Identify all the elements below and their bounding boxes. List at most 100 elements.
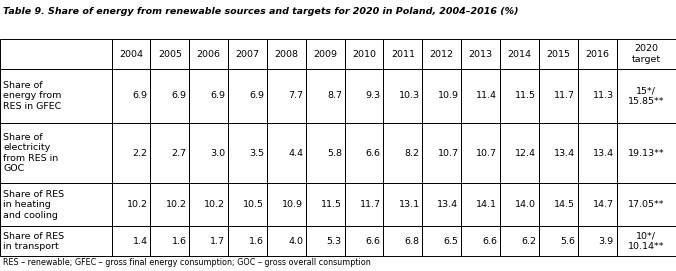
- Text: 12.4: 12.4: [515, 149, 536, 157]
- Bar: [306, 39, 345, 69]
- Text: 3.9: 3.9: [599, 237, 614, 246]
- Text: 2010: 2010: [352, 50, 376, 59]
- Bar: [578, 39, 617, 69]
- Text: 2007: 2007: [235, 50, 260, 59]
- Bar: [306, 227, 345, 256]
- Text: 10.5: 10.5: [243, 201, 264, 209]
- Text: 13.4: 13.4: [593, 149, 614, 157]
- Bar: [345, 39, 383, 69]
- Text: 19.13**: 19.13**: [628, 149, 665, 157]
- Text: Share of RES
in transport: Share of RES in transport: [3, 232, 64, 251]
- Text: 17.05**: 17.05**: [628, 201, 665, 209]
- Bar: [0, 69, 112, 123]
- Text: 2005: 2005: [158, 50, 182, 59]
- Bar: [578, 69, 617, 123]
- Bar: [461, 69, 500, 123]
- Text: 1.6: 1.6: [172, 237, 187, 246]
- Bar: [345, 183, 383, 227]
- Bar: [500, 227, 539, 256]
- Text: 11.7: 11.7: [554, 91, 575, 100]
- Text: 13.4: 13.4: [437, 201, 458, 209]
- Bar: [383, 227, 422, 256]
- Bar: [617, 39, 676, 69]
- Bar: [150, 227, 189, 256]
- Text: 6.8: 6.8: [405, 237, 420, 246]
- Text: 4.4: 4.4: [288, 149, 303, 157]
- Text: 11.5: 11.5: [515, 91, 536, 100]
- Text: 2015: 2015: [546, 50, 571, 59]
- Text: 14.7: 14.7: [593, 201, 614, 209]
- Bar: [189, 39, 228, 69]
- Text: 13.1: 13.1: [398, 201, 420, 209]
- Text: 14.0: 14.0: [515, 201, 536, 209]
- Text: 10.7: 10.7: [437, 149, 458, 157]
- Bar: [228, 123, 267, 183]
- Bar: [0, 123, 112, 183]
- Bar: [539, 123, 578, 183]
- Bar: [267, 123, 306, 183]
- Text: Share of
energy from
RES in GFEC: Share of energy from RES in GFEC: [3, 81, 62, 111]
- Bar: [0, 227, 112, 256]
- Text: 6.6: 6.6: [366, 149, 381, 157]
- Text: 6.6: 6.6: [366, 237, 381, 246]
- Text: 13.4: 13.4: [554, 149, 575, 157]
- Text: 6.9: 6.9: [172, 91, 187, 100]
- Text: 1.6: 1.6: [249, 237, 264, 246]
- Text: 6.9: 6.9: [132, 91, 147, 100]
- Bar: [578, 123, 617, 183]
- Bar: [228, 69, 267, 123]
- Bar: [228, 183, 267, 227]
- Text: 11.3: 11.3: [593, 91, 614, 100]
- Bar: [383, 123, 422, 183]
- Bar: [383, 69, 422, 123]
- Text: 2006: 2006: [197, 50, 220, 59]
- Text: 6.5: 6.5: [443, 237, 458, 246]
- Bar: [267, 183, 306, 227]
- Text: 11.7: 11.7: [360, 201, 381, 209]
- Text: 1.4: 1.4: [132, 237, 147, 246]
- Bar: [461, 183, 500, 227]
- Text: 10.9: 10.9: [437, 91, 458, 100]
- Text: 9.3: 9.3: [366, 91, 381, 100]
- Text: 14.5: 14.5: [554, 201, 575, 209]
- Text: 4.0: 4.0: [288, 237, 303, 246]
- Text: 8.7: 8.7: [327, 91, 342, 100]
- Bar: [422, 123, 461, 183]
- Bar: [461, 227, 500, 256]
- Bar: [150, 69, 189, 123]
- Bar: [461, 123, 500, 183]
- Bar: [500, 123, 539, 183]
- Bar: [112, 123, 150, 183]
- Text: 2.2: 2.2: [132, 149, 147, 157]
- Bar: [189, 227, 228, 256]
- Bar: [345, 123, 383, 183]
- Text: Share of
electricity
from RES in
GOC: Share of electricity from RES in GOC: [3, 133, 59, 173]
- Text: 3.0: 3.0: [210, 149, 225, 157]
- Bar: [267, 227, 306, 256]
- Bar: [112, 39, 150, 69]
- Text: 10.2: 10.2: [126, 201, 147, 209]
- Bar: [500, 69, 539, 123]
- Text: 6.9: 6.9: [249, 91, 264, 100]
- Bar: [539, 69, 578, 123]
- Bar: [422, 39, 461, 69]
- Bar: [539, 183, 578, 227]
- Bar: [617, 227, 676, 256]
- Text: 6.9: 6.9: [210, 91, 225, 100]
- Bar: [578, 183, 617, 227]
- Text: 2008: 2008: [274, 50, 298, 59]
- Bar: [345, 227, 383, 256]
- Bar: [267, 39, 306, 69]
- Text: 8.2: 8.2: [405, 149, 420, 157]
- Text: 6.2: 6.2: [521, 237, 536, 246]
- Text: 15*/
15.85**: 15*/ 15.85**: [628, 86, 665, 105]
- Text: RES – renewable; GFEC – gross final energy consumption; GOC – gross overall cons: RES – renewable; GFEC – gross final ener…: [3, 258, 371, 267]
- Text: 10.2: 10.2: [204, 201, 225, 209]
- Bar: [228, 39, 267, 69]
- Text: 10.2: 10.2: [166, 201, 187, 209]
- Text: 7.7: 7.7: [288, 91, 303, 100]
- Text: 3.5: 3.5: [249, 149, 264, 157]
- Text: 10.7: 10.7: [477, 149, 498, 157]
- Bar: [228, 227, 267, 256]
- Bar: [267, 69, 306, 123]
